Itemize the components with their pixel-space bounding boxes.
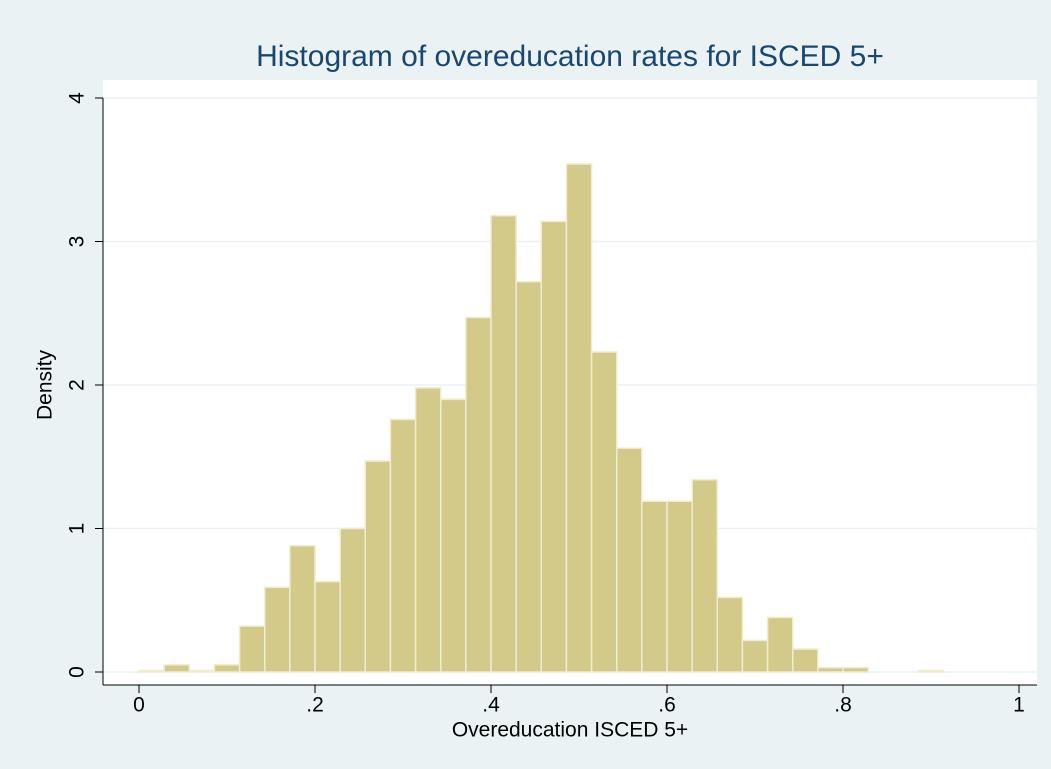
bar: [641, 500, 668, 673]
bar: [691, 478, 718, 673]
bar: [238, 625, 266, 673]
bar: [163, 664, 190, 673]
bar: [188, 669, 216, 673]
bar: [741, 639, 769, 673]
bar: [414, 387, 442, 673]
bar: [666, 500, 693, 673]
bar: [917, 669, 945, 673]
bar: [565, 163, 593, 673]
x-tick-label: .2: [306, 694, 324, 717]
y-tick-label: 1: [66, 523, 89, 535]
bar: [440, 398, 467, 673]
x-tick-label: .4: [482, 694, 500, 717]
y-axis-title: Density: [34, 349, 57, 420]
y-tick-label: 4: [66, 92, 89, 104]
bar: [465, 316, 492, 673]
bar: [138, 669, 165, 673]
bar: [817, 666, 844, 673]
bar: [766, 616, 794, 673]
bar: [515, 280, 542, 673]
bar: [590, 351, 618, 673]
bar: [792, 648, 819, 673]
bar: [490, 214, 517, 673]
x-axis-title: Overeducation ISCED 5+: [452, 719, 688, 742]
bar: [339, 527, 366, 673]
y-tick-label: 2: [66, 379, 89, 391]
bar: [616, 447, 643, 673]
x-tick-label: .6: [658, 694, 676, 717]
bar: [364, 460, 392, 673]
bar: [314, 580, 341, 673]
bar: [716, 596, 744, 673]
bar: [264, 586, 291, 673]
bar: [540, 220, 568, 673]
chart-title: Histogram of overeducation rates for ISC…: [256, 40, 884, 73]
x-tick-label: 1: [1013, 694, 1025, 717]
x-tick-label: 0: [133, 694, 145, 717]
y-tick-label: 0: [66, 666, 89, 678]
bar: [389, 418, 417, 673]
bar: [289, 544, 316, 673]
bar: [842, 666, 869, 673]
y-tick-label: 3: [66, 236, 89, 248]
x-tick-label: .8: [834, 694, 852, 717]
bar: [213, 664, 241, 673]
